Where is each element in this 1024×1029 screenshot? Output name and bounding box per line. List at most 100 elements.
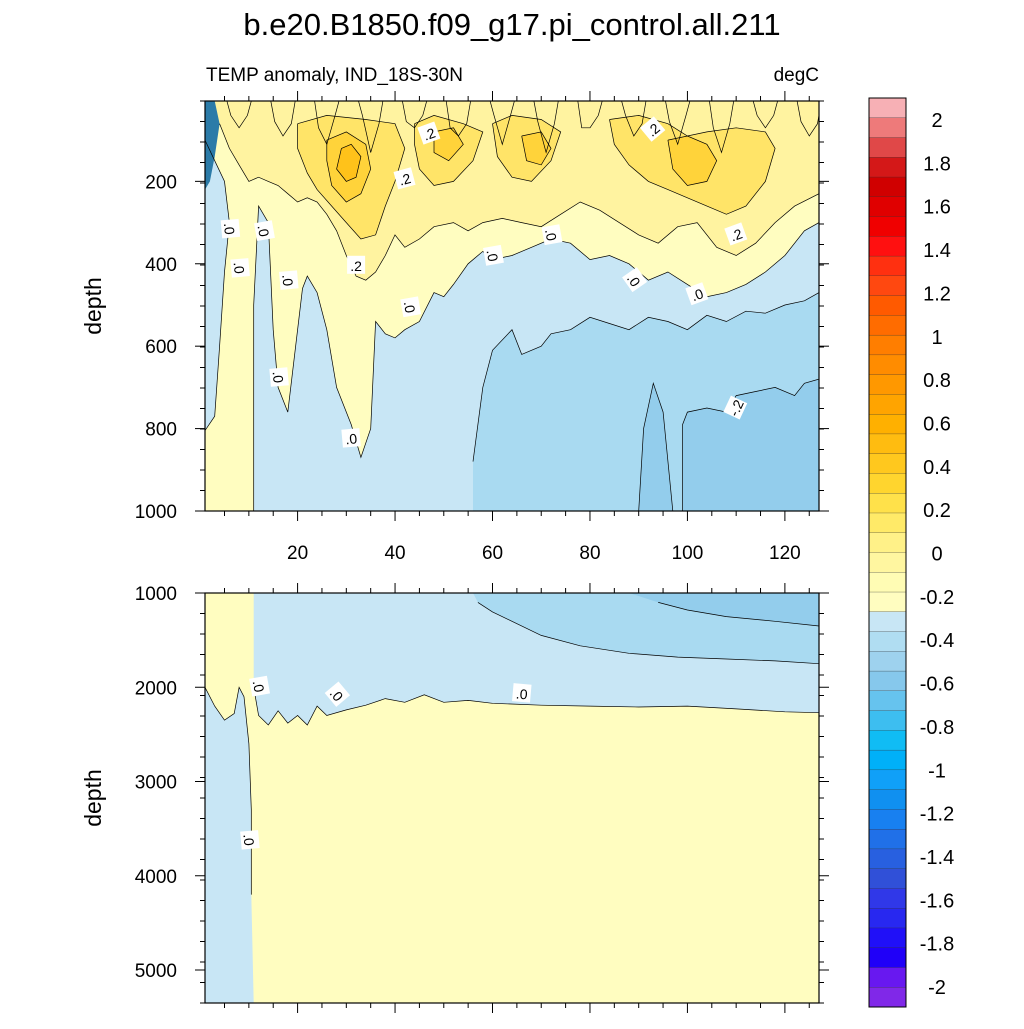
upper-right-string: degC [774, 65, 819, 86]
lower-axis-ticks: 1000 2000 3000 4000 5000 [135, 583, 829, 1013]
colorbar-label: -0.4 [920, 630, 954, 652]
colorbar-label: 0.2 [923, 500, 951, 522]
y-tick-label: 1000 [135, 502, 177, 523]
colorbar-label: -2 [928, 977, 946, 999]
lower-contour-fill [205, 593, 819, 1003]
contour-label-text: .2 [350, 258, 362, 274]
y-tick-label: 5000 [135, 961, 177, 982]
y-tick-label: 600 [145, 337, 177, 358]
colorbar-label: 1.2 [923, 283, 951, 305]
colorbar-swatch [868, 591, 907, 613]
contour-label-text: .0 [279, 274, 296, 287]
colorbar-label: 0.4 [923, 457, 951, 479]
x-tick-label: 100 [672, 543, 704, 564]
colorbar-swatch [868, 651, 907, 672]
colorbar-swatch [868, 848, 907, 870]
colorbar-swatch [868, 394, 907, 415]
y-tick-label: 200 [145, 172, 177, 193]
contour-label-text: -.2 [725, 397, 746, 419]
colorbar-swatch [868, 927, 907, 949]
colorbar-swatch [868, 967, 907, 988]
colorbar-label: -1 [928, 760, 946, 782]
contour-label-text: .0 [401, 300, 419, 314]
contour-label-text: .0 [250, 679, 268, 693]
colorbar-swatch [868, 908, 907, 929]
colorbar-swatch [868, 829, 907, 850]
colorbar-swatch [868, 611, 907, 632]
lower-y-axis-label: depth [80, 769, 106, 827]
contour-label-text: .0 [515, 685, 528, 702]
x-tick-label: 80 [579, 543, 600, 564]
x-tick-label: 120 [769, 543, 801, 564]
upper-contour-fill [205, 101, 819, 511]
colorbar-swatch [868, 987, 907, 1008]
colorbar-swatch [868, 97, 907, 119]
upper-contour-lines [205, 101, 819, 511]
colorbar-swatch [868, 157, 907, 178]
upper-y-axis-label: depth [80, 277, 106, 335]
colorbar-swatch [868, 354, 907, 376]
colorbar-swatch [868, 433, 907, 455]
colorbar-label: 0 [931, 544, 942, 566]
colorbar-swatch [868, 216, 907, 237]
colorbar-swatch [868, 690, 907, 712]
upper-contour-label: .2 [417, 121, 441, 145]
colorbar-swatch [868, 512, 907, 534]
colorbar-label: -1.2 [920, 804, 954, 826]
lower-contour-label: .0 [324, 681, 351, 707]
colorbar-label: -1.8 [920, 934, 954, 956]
upper-contour-label: .0 [269, 367, 289, 387]
lower-contour-labels: .0 .0 .0 .0 [240, 675, 532, 850]
y-tick-label: 400 [145, 255, 177, 276]
upper-contour-label: .2 [347, 255, 366, 274]
colorbar-swatch [868, 888, 907, 909]
colorbar-label: 0.8 [923, 370, 951, 392]
upper-contour-label: .0 [685, 282, 709, 306]
colorbar-label: -0.8 [920, 717, 954, 739]
colorbar-label: 0.6 [923, 413, 951, 435]
y-tick-label: 1000 [135, 584, 177, 605]
contour-label-text: .0 [270, 371, 287, 384]
colorbar-label: -1.6 [920, 890, 954, 912]
colorbar-swatch [868, 315, 907, 336]
colorbar-swatch [868, 552, 907, 573]
colorbar-swatch [868, 947, 907, 968]
upper-contour-label: .0 [279, 270, 299, 290]
colorbar-label: 2 [931, 110, 942, 132]
colorbar-label: -0.2 [920, 587, 954, 609]
upper-contour-labels: .2 .2 .2 .2 .2 .0 .0 .0 .0 .0 .0 .0 .0 .0 .0 .0 -.2 [220, 116, 748, 448]
upper-contour-label: .0 [622, 267, 648, 293]
contour-label-text: .0 [231, 261, 248, 274]
colorbar-swatch [868, 769, 907, 791]
contour-label-text: .0 [240, 833, 257, 846]
lower-contour-label: .0 [240, 830, 260, 850]
y-tick-label: 2000 [135, 678, 177, 699]
upper-contour-label: .2 [393, 167, 416, 190]
contour-label-text: .2 [728, 225, 745, 244]
colorbar-frame [868, 97, 907, 1008]
colorbar-swatch [868, 374, 907, 395]
colorbar-swatch [868, 473, 907, 494]
contour-label-text: .0 [689, 285, 706, 304]
colorbar-swatch [868, 255, 907, 277]
contour-label-text: .2 [397, 170, 413, 189]
x-tick-label: 40 [384, 543, 405, 564]
figure-title: b.e20.B1850.f09_g17.pi_control.all.211 [243, 7, 780, 42]
lower-contour-label: .0 [249, 675, 271, 697]
contour-label-text: .0 [345, 430, 358, 447]
colorbar-label: 1.6 [923, 197, 951, 219]
colorbar-label: 1 [931, 327, 942, 349]
y-tick-label: 800 [145, 420, 177, 441]
contour-label-text: .0 [255, 224, 273, 238]
x-tick-label: 20 [287, 543, 308, 564]
colorbar-label: 1.4 [923, 240, 951, 262]
colorbar-swatch [868, 334, 907, 356]
colorbar-swatch [868, 117, 907, 138]
contour-label-text: .0 [484, 248, 502, 262]
colorbar-label: -0.6 [920, 674, 954, 696]
colorbar-label: 1.8 [923, 153, 951, 175]
colorbar-labels: 2 1.8 1.6 1.4 1.2 1 0.8 0.6 0.4 0.2 0 -0.2 -0.4 -0.6 -… [920, 110, 954, 999]
upper-left-string: TEMP anomaly, IND_18S-30N [206, 65, 463, 86]
